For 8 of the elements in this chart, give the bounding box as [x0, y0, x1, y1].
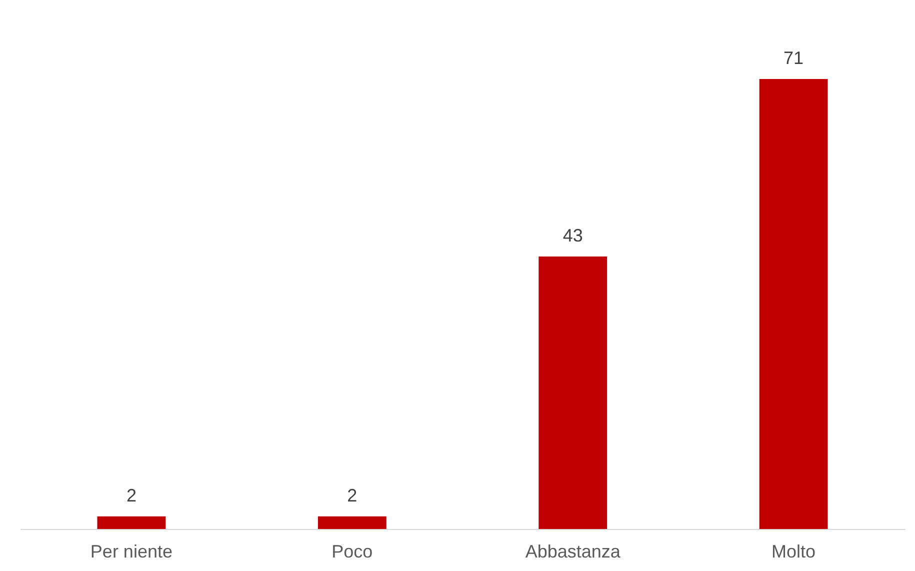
data-label: 43	[562, 225, 583, 246]
x-tick-label: Per niente	[90, 542, 172, 562]
data-label: 2	[126, 485, 136, 506]
data-label: 2	[347, 485, 358, 506]
x-tick-label: Molto	[772, 542, 816, 562]
data-label: 71	[784, 48, 804, 68]
x-tick-label: Abbastanza	[525, 542, 622, 562]
x-tick-label: Poco	[332, 542, 373, 562]
